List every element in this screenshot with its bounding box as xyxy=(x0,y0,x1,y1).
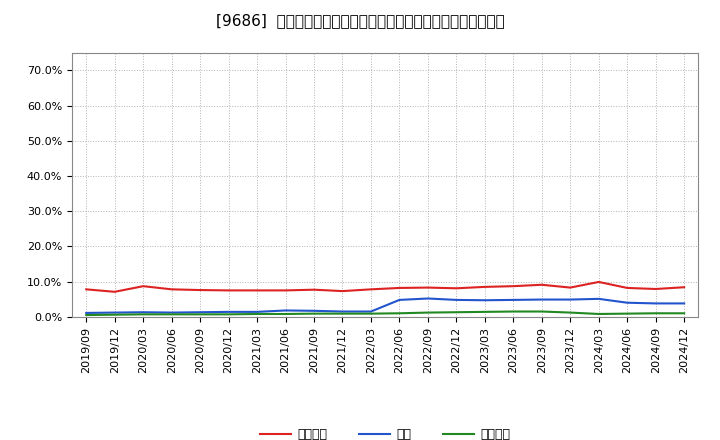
弢上債権 xyxy=(680,285,688,290)
買入債務 xyxy=(652,311,660,316)
在庫 xyxy=(423,296,432,301)
弢上債権 xyxy=(423,285,432,290)
Line: 在庫: 在庫 xyxy=(86,298,684,313)
弢上債権 xyxy=(480,284,489,290)
買入債務 xyxy=(110,312,119,317)
弢上債権 xyxy=(196,287,204,293)
在庫 xyxy=(595,296,603,301)
買入債務 xyxy=(480,309,489,315)
在庫 xyxy=(366,309,375,314)
在庫 xyxy=(509,297,518,303)
買入債務 xyxy=(225,312,233,317)
弢上債権 xyxy=(395,285,404,290)
弢上債権 xyxy=(310,287,318,292)
買入債務 xyxy=(537,309,546,314)
買入債務 xyxy=(566,310,575,315)
弢上債権 xyxy=(82,287,91,292)
弢上債権 xyxy=(509,283,518,289)
弢上債権 xyxy=(282,288,290,293)
在庫 xyxy=(167,310,176,315)
弢上債権 xyxy=(253,288,261,293)
買入債務 xyxy=(452,310,461,315)
弢上債権 xyxy=(566,285,575,290)
弢上債権 xyxy=(366,287,375,292)
Text: [9686]  弢上債権、在庫、買入債務の総資産に対する比率の推移: [9686] 弢上債権、在庫、買入債務の総資産に対する比率の推移 xyxy=(215,13,505,28)
在庫 xyxy=(566,297,575,302)
Line: 買入債務: 買入債務 xyxy=(86,312,684,315)
買入債務 xyxy=(509,309,518,314)
買入債務 xyxy=(338,311,347,316)
買入債務 xyxy=(680,311,688,316)
在庫 xyxy=(82,310,91,315)
買入債務 xyxy=(366,311,375,316)
Legend: 弢上債権, 在庫, 買入債務: 弢上債権, 在庫, 買入債務 xyxy=(255,423,516,440)
在庫 xyxy=(652,301,660,306)
弢上債権 xyxy=(110,289,119,294)
在庫 xyxy=(338,309,347,314)
弢上債権 xyxy=(623,285,631,290)
買入債務 xyxy=(595,312,603,317)
買入債務 xyxy=(253,312,261,317)
Line: 弢上債権: 弢上債権 xyxy=(86,282,684,292)
在庫 xyxy=(452,297,461,303)
在庫 xyxy=(537,297,546,302)
在庫 xyxy=(480,297,489,303)
買入債務 xyxy=(623,311,631,316)
買入債務 xyxy=(139,312,148,317)
在庫 xyxy=(623,300,631,305)
在庫 xyxy=(139,310,148,315)
弢上債権 xyxy=(338,289,347,294)
買入債務 xyxy=(167,312,176,317)
弢上債権 xyxy=(167,287,176,292)
買入債務 xyxy=(82,312,91,318)
買入債務 xyxy=(395,311,404,316)
在庫 xyxy=(225,309,233,315)
在庫 xyxy=(110,310,119,315)
買入債務 xyxy=(423,310,432,315)
在庫 xyxy=(253,309,261,315)
弢上債権 xyxy=(652,286,660,292)
買入債務 xyxy=(310,311,318,316)
在庫 xyxy=(310,308,318,313)
在庫 xyxy=(282,308,290,313)
買入債務 xyxy=(282,312,290,317)
弢上債権 xyxy=(595,279,603,285)
弢上債権 xyxy=(452,286,461,291)
弢上債権 xyxy=(537,282,546,287)
弢上債権 xyxy=(139,283,148,289)
買入債務 xyxy=(196,312,204,317)
弢上債権 xyxy=(225,288,233,293)
在庫 xyxy=(395,297,404,303)
在庫 xyxy=(680,301,688,306)
在庫 xyxy=(196,310,204,315)
